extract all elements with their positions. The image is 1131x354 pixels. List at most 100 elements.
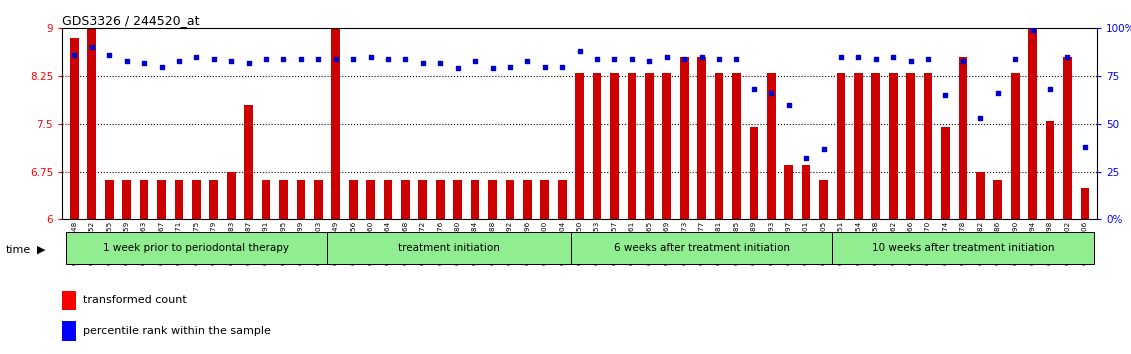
Point bbox=[188, 54, 206, 60]
Bar bbox=[244, 105, 253, 219]
Bar bbox=[279, 180, 287, 219]
Text: transformed count: transformed count bbox=[83, 295, 187, 306]
Bar bbox=[854, 73, 863, 219]
Text: 1 week prior to periodontal therapy: 1 week prior to periodontal therapy bbox=[103, 243, 290, 253]
Point bbox=[779, 102, 797, 108]
Point bbox=[292, 56, 310, 62]
Text: treatment initiation: treatment initiation bbox=[398, 243, 500, 253]
Point bbox=[536, 64, 554, 69]
Point bbox=[745, 87, 763, 92]
Bar bbox=[959, 57, 967, 219]
Bar bbox=[558, 180, 567, 219]
Bar bbox=[976, 172, 985, 219]
Text: ▶: ▶ bbox=[37, 245, 46, 255]
Point bbox=[1024, 27, 1042, 33]
Point bbox=[920, 56, 938, 62]
Point bbox=[901, 58, 920, 64]
Point bbox=[832, 54, 851, 60]
Bar bbox=[889, 73, 898, 219]
Bar bbox=[906, 73, 915, 219]
Point bbox=[972, 115, 990, 121]
Point bbox=[814, 146, 832, 152]
Point bbox=[396, 56, 414, 62]
Bar bbox=[1028, 28, 1037, 219]
Point bbox=[135, 60, 153, 65]
Point bbox=[501, 64, 519, 69]
Point bbox=[83, 45, 101, 50]
Bar bbox=[366, 180, 375, 219]
Bar bbox=[87, 28, 96, 219]
Point bbox=[483, 65, 501, 71]
Bar bbox=[819, 180, 828, 219]
Point bbox=[362, 54, 380, 60]
Bar bbox=[435, 180, 444, 219]
Bar bbox=[62, 321, 76, 341]
Point bbox=[222, 58, 240, 64]
Bar bbox=[62, 291, 76, 310]
Point bbox=[170, 58, 188, 64]
Bar bbox=[576, 73, 584, 219]
Text: 10 weeks after treatment initiation: 10 weeks after treatment initiation bbox=[872, 243, 1054, 253]
Point bbox=[118, 58, 136, 64]
Point bbox=[762, 91, 780, 96]
Bar bbox=[715, 73, 724, 219]
Point bbox=[640, 58, 658, 64]
Point bbox=[1041, 87, 1059, 92]
Bar bbox=[941, 127, 950, 219]
Bar bbox=[784, 165, 793, 219]
Point bbox=[988, 91, 1007, 96]
Point bbox=[257, 56, 275, 62]
Bar bbox=[767, 73, 776, 219]
Bar bbox=[174, 180, 183, 219]
Point bbox=[1059, 54, 1077, 60]
Bar bbox=[993, 180, 1002, 219]
Bar bbox=[732, 73, 741, 219]
Bar bbox=[663, 73, 671, 219]
Bar bbox=[331, 28, 340, 219]
Point bbox=[240, 60, 258, 65]
Bar bbox=[418, 180, 428, 219]
Text: GDS3326 / 244520_at: GDS3326 / 244520_at bbox=[62, 14, 200, 27]
Point bbox=[953, 58, 972, 64]
Point bbox=[849, 54, 867, 60]
Bar bbox=[1080, 188, 1089, 219]
Bar bbox=[66, 232, 327, 264]
Bar bbox=[523, 180, 532, 219]
Bar bbox=[610, 73, 619, 219]
Point bbox=[797, 155, 815, 161]
Point bbox=[692, 54, 710, 60]
Point bbox=[553, 64, 571, 69]
Point bbox=[327, 56, 345, 62]
Bar bbox=[593, 73, 602, 219]
Bar bbox=[489, 180, 497, 219]
Bar bbox=[402, 180, 409, 219]
Point bbox=[66, 52, 84, 58]
Point bbox=[518, 58, 536, 64]
Bar bbox=[70, 38, 79, 219]
Text: percentile rank within the sample: percentile rank within the sample bbox=[83, 326, 270, 336]
Bar bbox=[209, 180, 218, 219]
Point bbox=[101, 52, 119, 58]
Point bbox=[866, 56, 884, 62]
Bar bbox=[1046, 121, 1054, 219]
Bar bbox=[227, 172, 235, 219]
Point bbox=[675, 56, 693, 62]
Point bbox=[466, 58, 484, 64]
Point bbox=[884, 54, 903, 60]
Point bbox=[727, 56, 745, 62]
Point bbox=[153, 64, 171, 69]
Bar bbox=[697, 57, 706, 219]
Text: 6 weeks after treatment initiation: 6 weeks after treatment initiation bbox=[614, 243, 789, 253]
Bar bbox=[872, 73, 880, 219]
Point bbox=[344, 56, 362, 62]
Bar bbox=[122, 180, 131, 219]
Point bbox=[414, 60, 432, 65]
Point bbox=[710, 56, 728, 62]
Point bbox=[623, 56, 641, 62]
Point bbox=[1007, 56, 1025, 62]
Text: time: time bbox=[6, 245, 31, 255]
Bar bbox=[571, 232, 832, 264]
Bar bbox=[470, 180, 480, 219]
Bar bbox=[645, 73, 654, 219]
Point bbox=[309, 56, 327, 62]
